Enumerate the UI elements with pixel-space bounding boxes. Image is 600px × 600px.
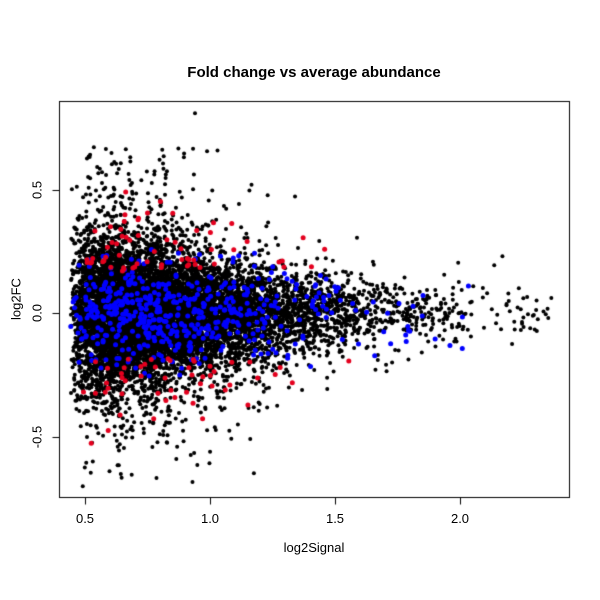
x-tick-label: 1.0	[200, 511, 220, 526]
x-axis-label: log2Signal	[283, 540, 345, 555]
y-tick-label: -0.5	[29, 425, 45, 449]
y-tick-label: 0.0	[29, 304, 45, 323]
chart-title: Fold change vs average abundance	[187, 64, 441, 81]
y-axis-label: log2FC	[8, 278, 24, 320]
x-tick-label: 1.5	[325, 511, 345, 526]
x-tick-label: 0.5	[75, 511, 95, 526]
x-tick-label: 2.0	[450, 511, 470, 526]
y-tick-label: 0.5	[29, 180, 45, 199]
